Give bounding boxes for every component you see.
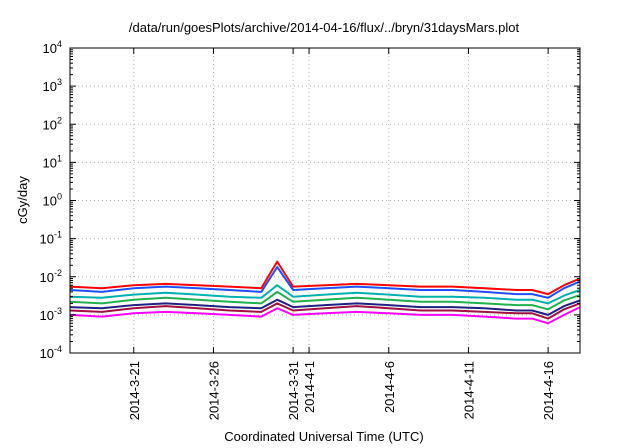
- grid: [70, 48, 580, 353]
- series-group: [69, 260, 581, 325]
- y-tick-label: 10-4: [40, 344, 62, 361]
- y-axis-label: cGy/day: [15, 176, 30, 224]
- chart-title: /data/run/goesPlots/archive/2014-04-16/f…: [129, 20, 520, 35]
- y-tick-label: 100: [43, 192, 62, 209]
- x-tick-label: 2014-3-31: [286, 361, 301, 420]
- x-axis-label: Coordinated Universal Time (UTC): [224, 429, 423, 444]
- x-ticks: 2014-3-21 2014-3-26 2014-3-31 2014-4-1 2014-…: [127, 48, 556, 420]
- y-tick-label: 10-1: [40, 230, 62, 247]
- x-tick-label: 2014-3-21: [127, 361, 142, 420]
- series-line: [69, 298, 581, 316]
- y-ticks: 10-4 10-3 10-2 10-1 100 101 102 103 104: [40, 39, 580, 361]
- x-tick-label: 2014-4-16: [541, 361, 556, 420]
- y-tick-label: 10-2: [40, 268, 62, 285]
- series-line: [69, 302, 581, 320]
- series-line: [69, 290, 581, 311]
- y-tick-label: 103: [43, 77, 62, 94]
- y-tick-label: 10-3: [40, 306, 62, 323]
- y-tick-label: 101: [43, 153, 62, 170]
- y-tick-label: 102: [43, 115, 62, 132]
- x-tick-label: 2014-4-6: [382, 361, 397, 413]
- y-tick-label: 104: [43, 39, 62, 56]
- x-tick-label: 2014-4-11: [461, 361, 476, 419]
- x-tick-label: 2014-4-1: [302, 361, 317, 413]
- series-line: [69, 284, 581, 305]
- series-line: [69, 260, 581, 296]
- x-tick-label: 2014-3-26: [206, 361, 221, 420]
- series-line: [69, 306, 581, 325]
- series-line: [69, 266, 581, 299]
